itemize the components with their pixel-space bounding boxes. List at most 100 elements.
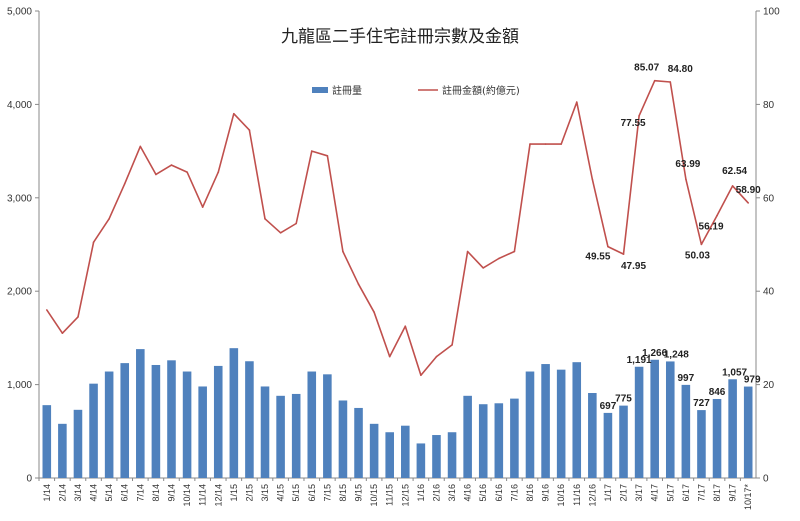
bar-2-14 [58, 423, 67, 478]
line-data-label: 84.80 [668, 64, 693, 75]
line-point [264, 218, 266, 220]
bar-series [42, 348, 753, 478]
line-point [653, 79, 656, 82]
x-tick-label: 7/15 [322, 484, 332, 502]
x-tick-label: 1/15 [229, 484, 239, 502]
x-tick-label: 3/17 [634, 484, 644, 502]
axes: 0 1,000 2,000 3,000 4,000 5,000 0 20 40 60 80 100 1/… [7, 7, 780, 511]
line-series [45, 79, 750, 377]
line-point [326, 154, 329, 157]
line-data-label: 47.95 [621, 261, 646, 272]
bar-data-label: 997 [678, 373, 695, 384]
line-point [669, 81, 672, 83]
line-data-label: 63.99 [675, 159, 700, 170]
line-point [310, 150, 313, 152]
right-tick-label: 100 [763, 7, 780, 18]
x-tick-label: 5/14 [104, 484, 114, 502]
bar-8-15 [338, 400, 348, 478]
bar-5-16 [478, 404, 488, 478]
x-tick-label: 8/15 [338, 484, 348, 502]
x-tick-label: 10/16 [556, 484, 566, 507]
x-tick-label: 11/16 [572, 484, 582, 506]
bar-1-17 [603, 412, 613, 478]
bar-11-14 [198, 386, 207, 478]
x-tick-label: 3/14 [73, 484, 83, 502]
right-tick-label: 80 [763, 100, 775, 111]
x-tick-label: 4/15 [276, 484, 286, 502]
bar-9-16 [541, 364, 550, 478]
line-point [498, 257, 500, 260]
x-tick-label: 2/16 [431, 484, 441, 502]
right-tick-label: 20 [763, 380, 775, 391]
bar-9-17 [728, 379, 737, 478]
x-tick-label: 4/14 [89, 484, 99, 502]
line-data-label: 58.90 [736, 185, 761, 196]
bar-6-15 [307, 371, 317, 478]
left-tick-label: 4,000 [7, 100, 32, 111]
x-tick-label: 5/16 [478, 484, 488, 502]
line-point [155, 173, 157, 176]
x-tick-label: 12/15 [400, 484, 410, 507]
bar-4-15 [276, 395, 285, 478]
bar-data-label: 1,266 [642, 348, 667, 359]
x-tick-label: 3/16 [447, 484, 457, 502]
line-point [388, 355, 391, 358]
line-point [248, 129, 251, 131]
line-point [700, 243, 703, 246]
line-point [123, 182, 126, 185]
bar-2-16 [432, 435, 441, 478]
x-tick-label: 6/16 [494, 484, 504, 502]
x-tick-label: 2/15 [244, 484, 254, 502]
bar-3-16 [447, 432, 457, 478]
line-point [170, 164, 173, 166]
bar-data-label: 727 [693, 398, 710, 409]
line-point [591, 178, 594, 180]
line-point [186, 171, 188, 173]
line-data-label: 62.54 [722, 166, 747, 177]
line-point [544, 143, 547, 145]
x-tick-label: 9/14 [166, 484, 176, 502]
x-tick-label: 9/15 [354, 484, 364, 502]
x-tick-label: 3/15 [260, 484, 270, 502]
line-point [108, 218, 110, 220]
line-point [435, 355, 438, 358]
line-point [607, 245, 609, 248]
line-data-label: 77.55 [621, 118, 646, 129]
x-tick-label: 7/16 [509, 484, 519, 502]
bar-6-17 [681, 384, 691, 478]
bar-9-15 [354, 407, 363, 478]
x-tick-label: 8/16 [525, 484, 535, 502]
bar-1-15 [229, 348, 239, 478]
line-point [404, 325, 407, 328]
legend: 註冊量 註冊金額(約億元) [312, 84, 520, 97]
bar-11-15 [385, 432, 394, 478]
bar-3-15 [260, 386, 270, 478]
x-tick-label: 2/17 [619, 484, 629, 502]
bar-data-label: 775 [615, 394, 632, 405]
bar-data-label: 1,248 [664, 349, 689, 360]
line-point [279, 232, 282, 234]
x-tick-label: 4/16 [463, 484, 473, 502]
x-tick-label: 6/14 [120, 484, 130, 502]
x-tick-label: 10/17* [743, 484, 753, 511]
line-data-label: 50.03 [685, 250, 710, 261]
line-point [731, 185, 734, 187]
x-tick-label: 12/16 [587, 484, 597, 507]
bar-data-label: 1,057 [722, 367, 747, 378]
line-point [373, 311, 375, 314]
line-point [217, 171, 220, 173]
bar-7-15 [323, 374, 332, 478]
line-point [233, 112, 235, 115]
line-point [451, 344, 453, 346]
bar-5-17 [665, 361, 675, 478]
line-point [139, 145, 142, 148]
bar-10-14 [182, 371, 192, 478]
left-tick-label: 0 [26, 474, 32, 485]
x-tick-label: 9/16 [541, 484, 551, 502]
x-tick-label: 8/17 [712, 484, 722, 502]
bar-8-14 [151, 364, 161, 478]
left-tick-label: 5,000 [7, 7, 32, 18]
line-point [685, 178, 687, 180]
line-point [575, 101, 578, 103]
